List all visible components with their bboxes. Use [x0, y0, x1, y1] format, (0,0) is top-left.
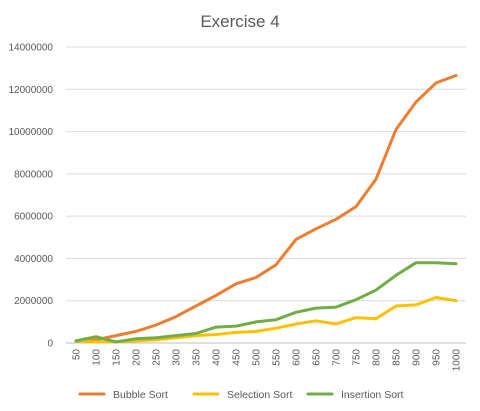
x-tick-label: 800 [372, 349, 383, 366]
x-tick-label: 450 [232, 349, 243, 366]
x-tick-label: 200 [132, 349, 143, 366]
y-tick-label: 0 [47, 339, 53, 350]
x-tick-label: 300 [172, 349, 183, 366]
y-axis-tick-labels: 0 2000000 4000000 6000000 8000000 10000000 120… [9, 43, 54, 350]
gridlines [66, 46, 466, 344]
y-tick-label: 10000000 [9, 127, 54, 138]
x-tick-label: 250 [152, 349, 163, 366]
series-line-selection-sort [74, 296, 458, 344]
y-tick-label: 12000000 [9, 85, 54, 96]
x-tick-label: 550 [272, 349, 283, 366]
x-tick-label: 400 [212, 349, 223, 366]
x-tick-label: 650 [312, 349, 323, 366]
legend-item: Bubble Sort [78, 389, 168, 401]
legend-label: Insertion Sort [341, 389, 404, 401]
legend: Bubble Sort Selection Sort Insertion Sort [78, 389, 404, 401]
legend-label: Bubble Sort [113, 389, 168, 401]
x-tick-label: 900 [412, 349, 423, 366]
x-axis-tick-labels: 50 100 150 200 250 300 350 400 450 500 550 600 650 70… [72, 349, 463, 372]
chart-title: Exercise 4 [200, 12, 279, 31]
x-tick-label: 350 [192, 349, 203, 366]
y-tick-label: 4000000 [14, 254, 53, 265]
legend-label: Selection Sort [227, 389, 292, 401]
x-tick-label: 100 [92, 349, 103, 366]
y-tick-label: 14000000 [9, 43, 54, 54]
legend-item: Insertion Sort [306, 389, 404, 401]
x-tick-label: 500 [252, 349, 263, 366]
y-tick-label: 8000000 [14, 169, 53, 180]
x-tick-label: 50 [72, 349, 83, 361]
y-tick-label: 2000000 [14, 296, 53, 307]
x-tick-label: 600 [292, 349, 303, 366]
series-line-insertion-sort [74, 261, 458, 344]
x-tick-label: 750 [352, 349, 363, 366]
x-tick-label: 950 [432, 349, 443, 366]
legend-item: Selection Sort [192, 389, 292, 401]
x-tick-label: 1000 [452, 349, 463, 372]
series-lines [74, 74, 458, 344]
series-line-bubble-sort [74, 74, 458, 343]
y-tick-label: 6000000 [14, 212, 53, 223]
x-tick-label: 700 [332, 349, 343, 366]
x-tick-label: 150 [112, 349, 123, 366]
x-tick-label: 850 [392, 349, 403, 366]
